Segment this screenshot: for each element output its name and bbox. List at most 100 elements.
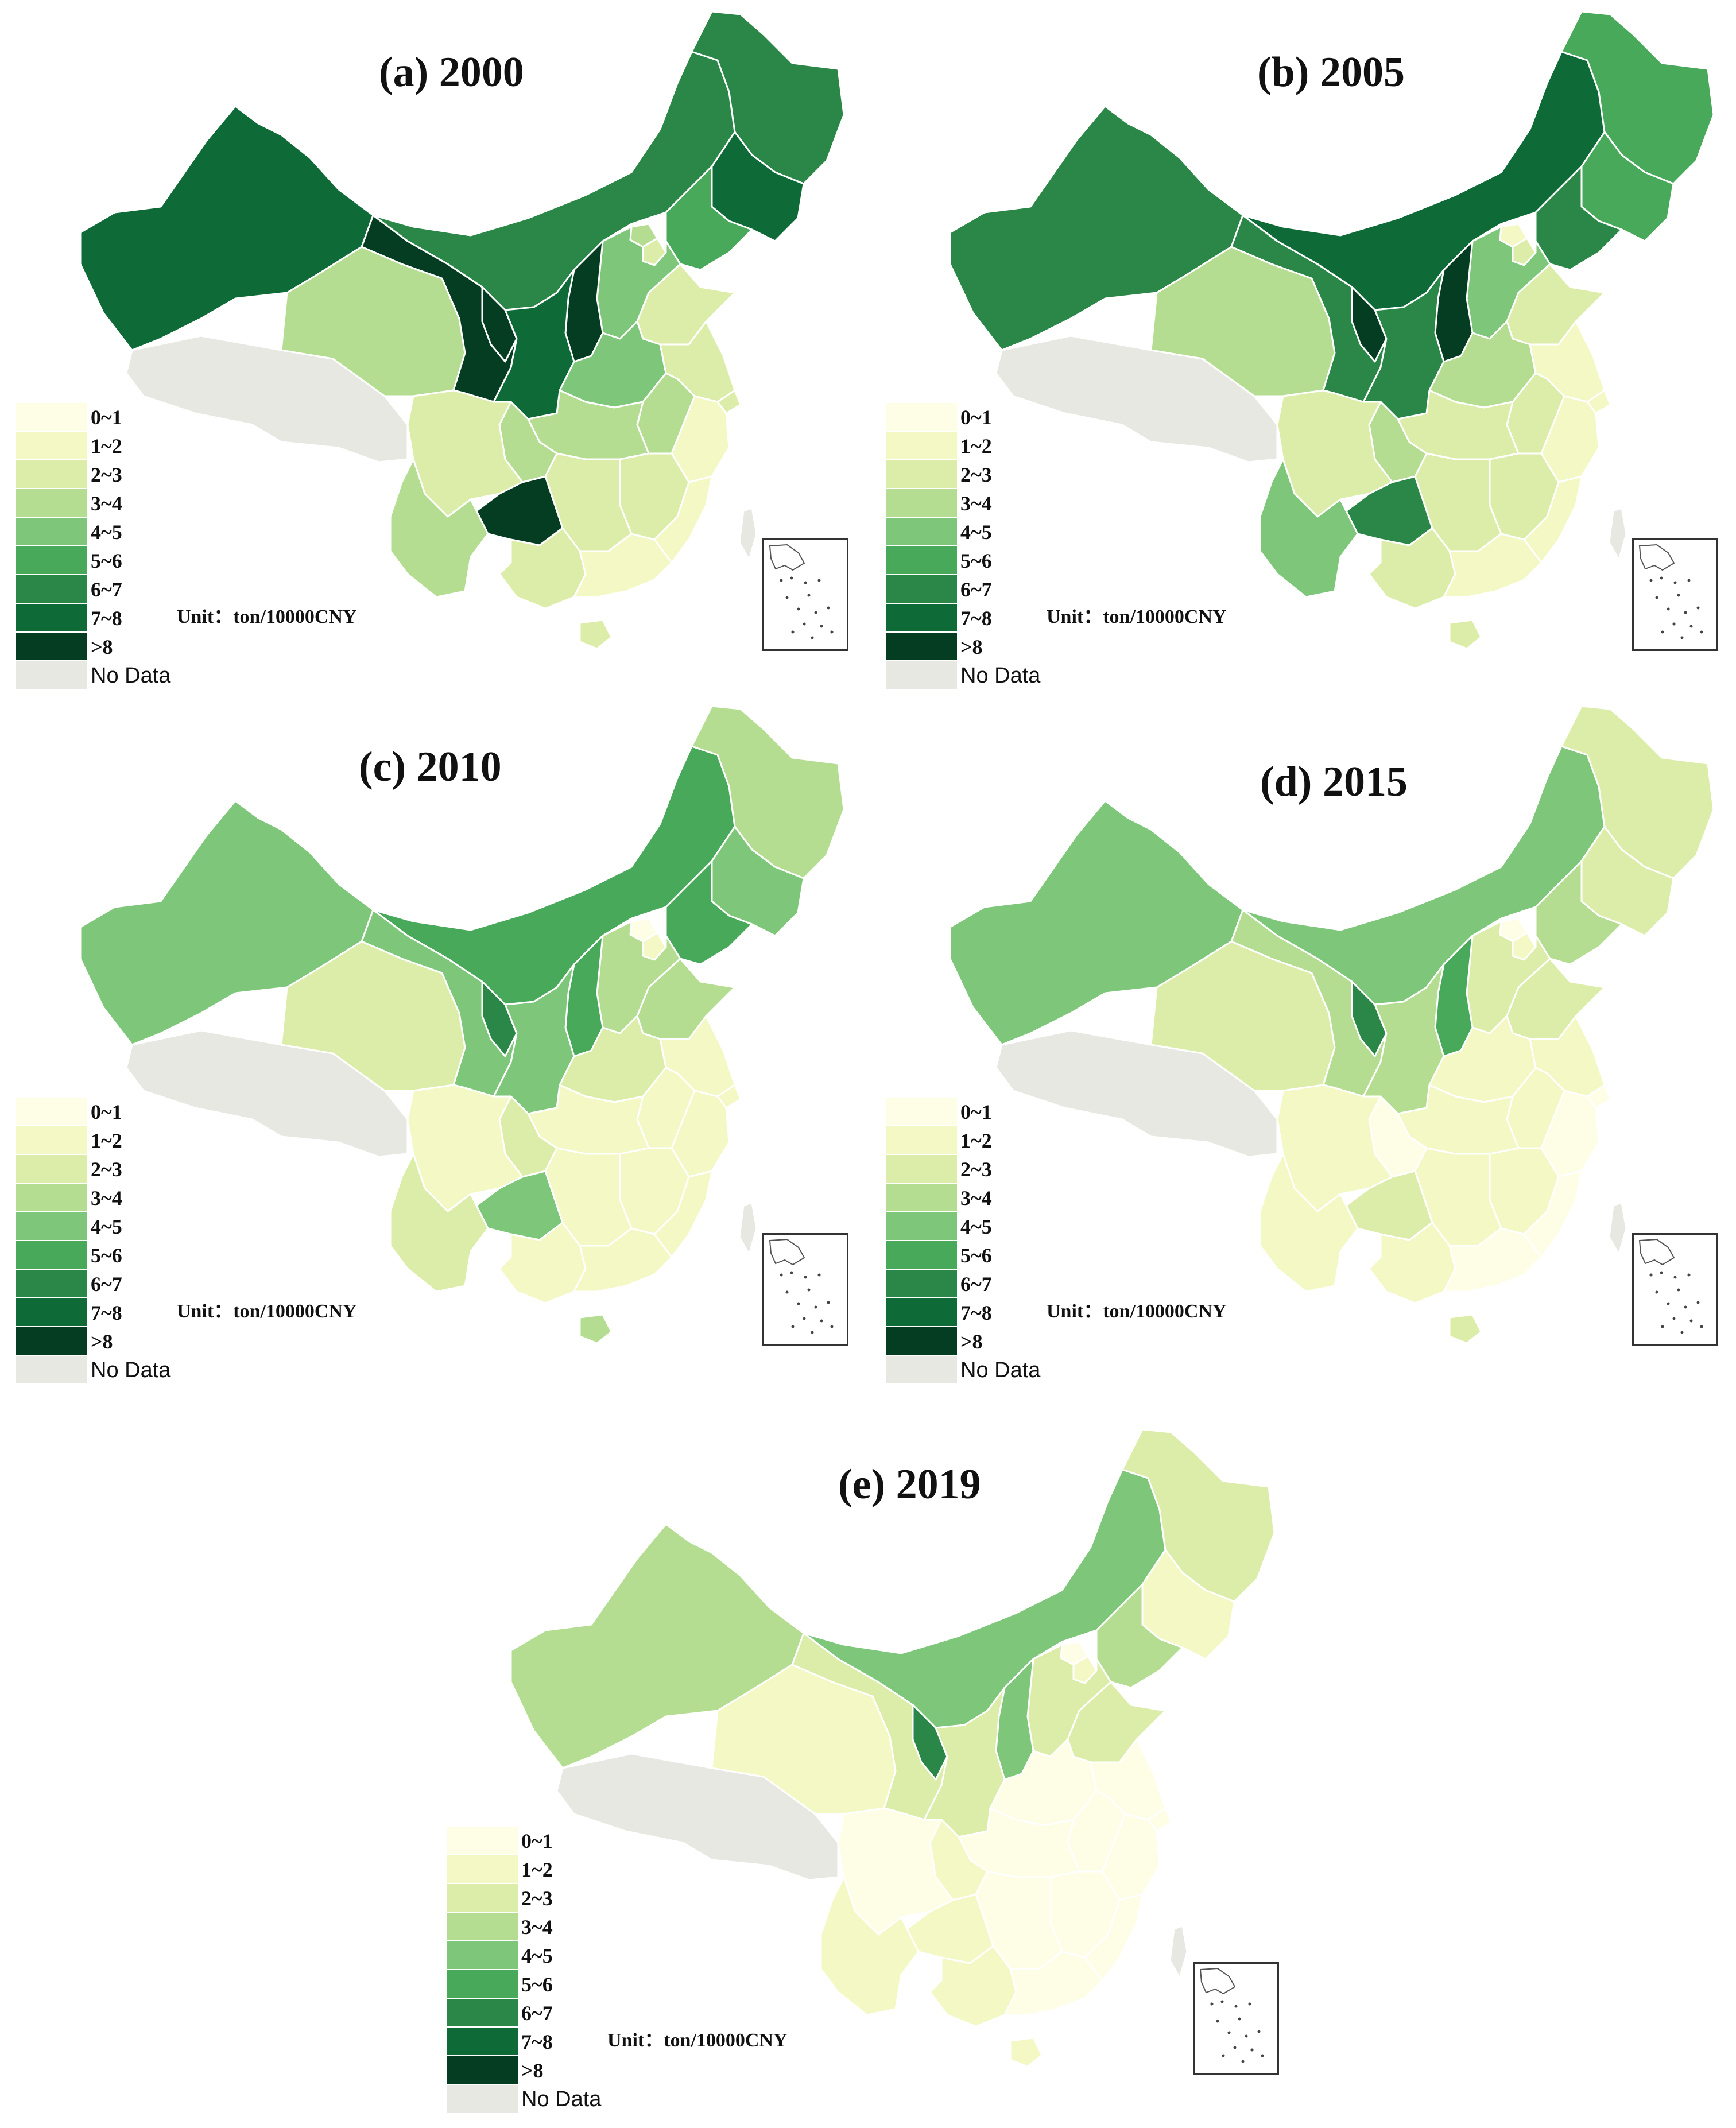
legend-swatch — [16, 633, 87, 660]
legend-label: No Data — [960, 664, 1041, 688]
inset-island — [1690, 1319, 1693, 1323]
province-liaoning — [1095, 1583, 1184, 1689]
legend-label: >8 — [960, 1330, 983, 1353]
legend-swatch — [16, 1298, 87, 1326]
legend-swatch — [16, 661, 87, 689]
inset-island — [791, 1325, 795, 1328]
south-china-sea-inset — [1632, 1233, 1718, 1346]
legend-label: 5~6 — [91, 549, 122, 572]
legend-label: 7~8 — [521, 2030, 553, 2053]
south-china-sea-inset — [1632, 538, 1718, 651]
legend-swatch — [447, 2028, 518, 2055]
unit-label: Unit：ton/10000CNY — [607, 2030, 788, 2051]
province-yunnan — [389, 1153, 489, 1293]
inset-island — [1672, 622, 1676, 626]
inset-island — [785, 1290, 789, 1294]
legend-swatch — [16, 460, 87, 488]
legend-label: 1~2 — [960, 435, 992, 458]
inset-island — [790, 576, 793, 580]
legend-label: 6~7 — [521, 2002, 553, 2025]
legend-label: >8 — [960, 635, 983, 658]
inset-island — [1684, 611, 1687, 614]
legend-label: 2~3 — [960, 1158, 992, 1181]
china-province-map — [79, 705, 845, 1344]
legend-swatch — [16, 1270, 87, 1297]
legend-swatch — [16, 432, 87, 459]
legend-label: No Data — [91, 1358, 171, 1382]
legend-swatch — [447, 1913, 518, 1940]
legend-label: 1~2 — [91, 435, 122, 458]
inset-coastline — [1638, 1238, 1675, 1266]
inset-island — [1696, 1301, 1700, 1304]
inset-island — [1234, 2005, 1238, 2008]
province-yunnan — [1259, 1153, 1359, 1293]
legend-swatch — [886, 1184, 957, 1211]
province-hainan — [1448, 619, 1482, 650]
legend-swatch — [16, 546, 87, 574]
inset-island — [780, 579, 783, 582]
legend-label: 7~8 — [960, 1301, 992, 1324]
legend-swatch — [16, 403, 87, 431]
legend-swatch — [886, 403, 957, 431]
legend-label: 7~8 — [960, 607, 992, 630]
inset-island — [814, 611, 817, 614]
province-liaoning — [1534, 165, 1623, 271]
province-guangdong — [1443, 533, 1543, 598]
inset-island — [811, 636, 814, 639]
inset-island — [804, 1276, 807, 1279]
legend-label: 4~5 — [91, 521, 122, 544]
province-fujian — [1084, 1893, 1144, 1982]
legend-label: 6~7 — [960, 1273, 992, 1296]
legend-swatch — [886, 460, 957, 488]
inset-island — [811, 1331, 814, 1334]
china-province-map — [949, 705, 1715, 1344]
legend-label: 3~4 — [960, 492, 992, 515]
legend-label: 5~6 — [521, 1973, 553, 1996]
legend-label: 2~3 — [91, 1158, 122, 1181]
legend-label: 4~5 — [960, 1215, 992, 1238]
inset-island — [1241, 2060, 1245, 2063]
inset-island — [1696, 606, 1700, 610]
legend-swatch — [447, 1884, 518, 1912]
inset-island — [1673, 581, 1677, 584]
inset-island — [830, 630, 834, 634]
province-heilongjiang — [1560, 10, 1715, 185]
province-guangdong — [1443, 1227, 1543, 1293]
legend-swatch — [886, 1241, 957, 1269]
legend-label: 4~5 — [960, 521, 992, 544]
province-heilongjiang — [691, 10, 845, 185]
inset-island — [1660, 1271, 1663, 1274]
panel-title: (a) 2000 — [379, 49, 524, 96]
legend-swatch — [447, 1827, 518, 1854]
legend-swatch — [886, 575, 957, 603]
inset-island — [803, 622, 806, 626]
map-panel-2000: (a) 2000 0~1 1~2 2~3 3~4 4~5 5~6 6~7 7~8 >8 No Da… — [11, 0, 861, 700]
south-china-sea-inset — [1193, 1962, 1279, 2075]
legend-swatch — [16, 1126, 87, 1154]
legend-swatch — [886, 1270, 957, 1297]
legend-swatch — [447, 1855, 518, 1883]
legend-label: 0~1 — [91, 406, 122, 429]
legend-label: 6~7 — [91, 1273, 122, 1296]
china-province-map — [510, 1428, 1276, 2068]
legend-label: 0~1 — [960, 1100, 992, 1123]
province-hainan — [1009, 2037, 1043, 2068]
legend-label: 2~3 — [91, 463, 122, 486]
legend-swatch — [886, 1098, 957, 1125]
legend-label: 2~3 — [960, 463, 992, 486]
inset-island — [1700, 1325, 1703, 1328]
inset-island — [803, 1317, 806, 1320]
province-heilongjiang — [1560, 705, 1715, 879]
province-yunnan — [1259, 458, 1359, 598]
inset-island — [1677, 594, 1680, 597]
panel-title: (e) 2019 — [838, 1461, 981, 1508]
inset-island — [797, 1302, 800, 1305]
inset-island — [827, 606, 830, 610]
legend-swatch — [16, 1098, 87, 1125]
legend-label: No Data — [960, 1358, 1041, 1382]
inset-island — [790, 1271, 793, 1274]
province-hainan — [579, 619, 613, 650]
inset-island — [1700, 630, 1703, 634]
legend-swatch — [886, 1155, 957, 1183]
inset-island — [820, 625, 823, 628]
